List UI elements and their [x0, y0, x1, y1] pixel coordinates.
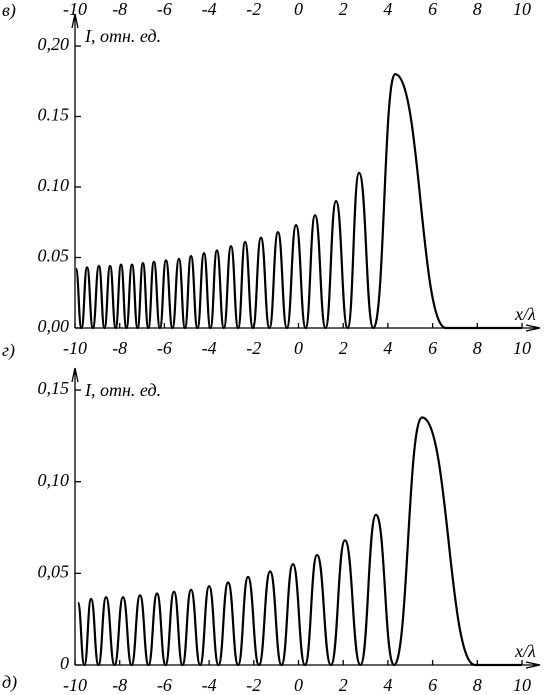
x-tick-label: -4 — [202, 675, 217, 695]
y-axis — [71, 13, 79, 328]
x-tick-label: -6 — [157, 675, 172, 695]
y-tick-label: 0.10 — [38, 175, 70, 195]
y-tick-label: 0 — [60, 653, 69, 673]
top-tick-label: -8 — [112, 0, 127, 19]
x-tick-label: -2 — [246, 338, 261, 358]
x-tick-label: 6 — [428, 338, 437, 358]
panel-label: д) — [2, 672, 17, 693]
top-tick-label: -2 — [246, 0, 261, 19]
top-tick-label: 2 — [339, 0, 348, 19]
top-tick-label: 8 — [473, 0, 482, 19]
y-tick-label: 0.05 — [38, 246, 70, 266]
x-tick-label: 10 — [513, 675, 531, 695]
x-tick-label: -4 — [202, 338, 217, 358]
y-axis-label: I, отн. ед. — [84, 26, 161, 46]
x-tick-label: 4 — [383, 675, 392, 695]
top-tick-label: 4 — [383, 0, 392, 19]
y-tick-label: 0,20 — [38, 34, 70, 54]
top-tick-label: 0 — [294, 0, 303, 19]
x-tick-label: -8 — [112, 675, 127, 695]
x-tick-label: 6 — [428, 675, 437, 695]
panel-label: г) — [2, 340, 15, 361]
x-axis — [75, 661, 541, 669]
y-tick-label: 0,15 — [38, 378, 70, 398]
top-tick-label: 10 — [513, 0, 531, 19]
x-tick-label: 0 — [294, 675, 303, 695]
x-axis-label: x/λ — [514, 641, 536, 661]
y-tick-label: 0,10 — [38, 470, 70, 490]
intensity-curve — [74, 73, 522, 330]
x-tick-label: 8 — [473, 338, 482, 358]
y-tick-label: 0,05 — [38, 561, 70, 581]
y-tick-label: 0,00 — [38, 316, 70, 336]
top-tick-label: -4 — [202, 0, 217, 19]
panel-label: в) — [2, 0, 16, 21]
x-tick-label: -10 — [63, 675, 87, 695]
x-tick-label: -2 — [246, 675, 261, 695]
y-tick-label: 0.15 — [38, 105, 70, 125]
top-tick-label: 6 — [428, 0, 437, 19]
y-axis-label: I, отн. ед. — [84, 380, 161, 400]
x-tick-label: 8 — [473, 675, 482, 695]
x-tick-label: 2 — [339, 338, 348, 358]
intensity-curve — [76, 416, 522, 667]
x-axis-label: x/λ — [514, 304, 536, 324]
x-tick-label: -6 — [157, 338, 172, 358]
top-tick-label: -10 — [63, 0, 87, 19]
top-tick-label: -6 — [157, 0, 172, 19]
x-tick-label: 0 — [294, 338, 303, 358]
x-tick-label: 10 — [513, 338, 531, 358]
x-tick-label: -10 — [63, 338, 87, 358]
x-tick-label: 2 — [339, 675, 348, 695]
y-axis — [71, 367, 79, 665]
x-tick-label: -8 — [112, 338, 127, 358]
x-tick-label: 4 — [383, 338, 392, 358]
